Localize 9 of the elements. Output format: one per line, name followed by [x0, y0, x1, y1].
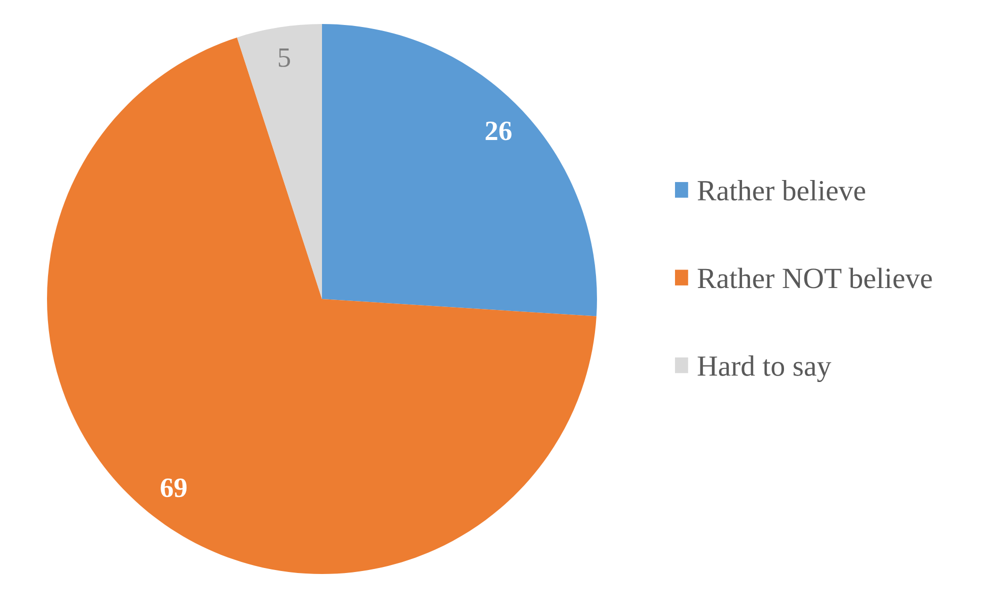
pie-slice [237, 24, 322, 299]
legend-label: Hard to say [698, 355, 832, 382]
pie-slice [47, 37, 596, 574]
pie-slice [322, 24, 597, 316]
data-label: 69 [160, 478, 187, 498]
legend-label: Rather NOT believe [698, 268, 932, 288]
data-label: 26 [486, 122, 512, 140]
data-label: 5 [278, 48, 290, 67]
legend-label: Rather believe [698, 180, 866, 201]
